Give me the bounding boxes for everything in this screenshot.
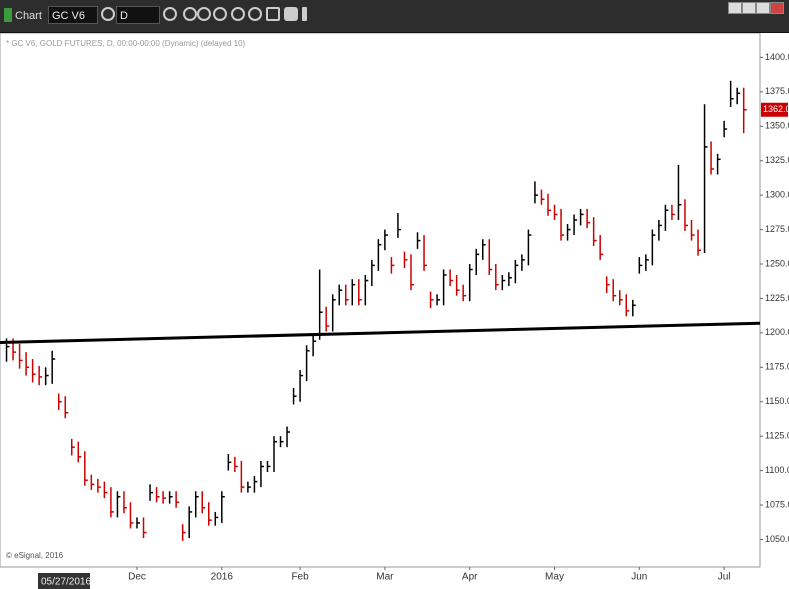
y-tick-label: 1175.0 (765, 362, 789, 372)
y-tick-label: 1375.0 (765, 86, 789, 96)
y-tick-label: 1225.0 (765, 293, 789, 303)
toolbar: Chart GC V6 D (0, 0, 789, 33)
link-icon[interactable] (101, 7, 115, 21)
facebook-icon[interactable] (302, 7, 307, 21)
tool-icon[interactable] (197, 7, 211, 21)
note-icon[interactable] (266, 7, 280, 21)
trendline (0, 321, 761, 345)
y-tick-label: 1200.0 (765, 327, 789, 337)
help-button[interactable] (728, 2, 742, 14)
y-tick-label: 1150.0 (765, 396, 789, 406)
x-tick-label: Mar (376, 572, 394, 583)
y-tick-label: 1075.0 (765, 499, 789, 509)
minimize-button[interactable] (742, 2, 756, 14)
maximize-button[interactable] (756, 2, 770, 14)
app-icon (4, 8, 12, 22)
y-tick-label: 1325.0 (765, 155, 789, 165)
x-tick-label: Feb (291, 572, 309, 583)
plot-area (0, 33, 761, 568)
y-tick-label: 1300.0 (765, 190, 789, 200)
cursor-date-box (38, 573, 90, 589)
last-price-box (761, 102, 788, 117)
y-tick-label: 1275.0 (765, 224, 789, 234)
tool-icon[interactable] (183, 7, 197, 21)
x-tick-label: Dec (128, 572, 146, 583)
chart-subtitle: * GC V6, GOLD FUTURES, D, 00:00-00:00 (D… (6, 39, 246, 48)
y-tick-label: 1125.0 (765, 431, 789, 441)
y-tick-label: 1100.0 (765, 465, 789, 475)
tool-icon[interactable] (163, 7, 177, 21)
twitter-icon[interactable] (284, 7, 298, 21)
last-price-label: 1362.0 (763, 104, 789, 114)
y-tick-label: 1350.0 (765, 121, 789, 131)
chart: * GC V6, GOLD FUTURES, D, 00:00-00:00 (D… (0, 33, 789, 589)
zoom-icon[interactable] (231, 7, 245, 21)
y-tick-label: 1050.0 (765, 534, 789, 544)
x-tick-label: 2016 (211, 572, 234, 583)
draw-icon[interactable] (248, 7, 262, 21)
credit: © eSignal, 2016 (6, 551, 64, 560)
app-title: Chart (15, 10, 42, 22)
x-tick-label: Jul (718, 572, 731, 583)
tool-icon[interactable] (213, 7, 227, 21)
x-tick-label: May (545, 572, 564, 583)
x-tick-label: Apr (462, 572, 478, 583)
symbol-input[interactable]: GC V6 (48, 6, 98, 24)
close-button[interactable] (770, 2, 784, 14)
y-tick-label: 1250.0 (765, 258, 789, 268)
y-tick-label: 1400.0 (765, 52, 789, 62)
interval-input[interactable]: D (116, 6, 160, 24)
cursor-date: 05/27/2016 (41, 577, 91, 588)
x-tick-label: Jun (631, 572, 647, 583)
